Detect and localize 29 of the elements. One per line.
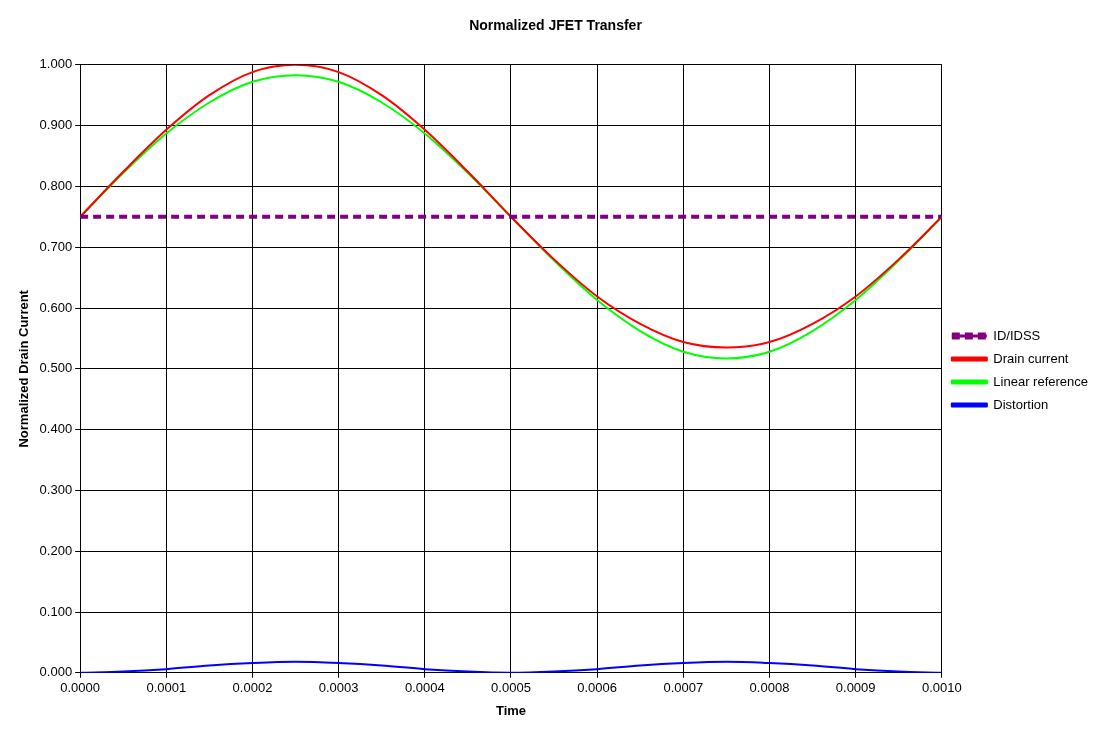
x-tick-label: 0.0003 bbox=[318, 680, 359, 696]
y-tick-label: 0.900 bbox=[39, 117, 73, 133]
chart-title: Normalized JFET Transfer bbox=[469, 17, 643, 34]
y-tick-label: 0.700 bbox=[39, 238, 73, 254]
legend-label: Linear reference bbox=[993, 373, 1088, 389]
x-tick-label: 0.0004 bbox=[404, 680, 445, 696]
y-tick-label: 0.800 bbox=[39, 177, 73, 193]
x-tick-label: 0.0007 bbox=[663, 680, 704, 696]
x-tick-label: 0.0008 bbox=[749, 680, 790, 696]
y-tick-label: 0.300 bbox=[39, 481, 73, 497]
x-tick-label: 0.0005 bbox=[491, 680, 531, 696]
legend-label: ID/IDSS bbox=[993, 327, 1041, 343]
y-axis-title: Normalized Drain Current bbox=[16, 289, 32, 448]
y-tick-label: 0.400 bbox=[39, 421, 73, 437]
x-tick-label: 0.0001 bbox=[146, 680, 187, 696]
x-tick-label: 0.0000 bbox=[60, 680, 101, 696]
y-tick-label: 0.000 bbox=[39, 664, 73, 680]
x-axis-title: Time bbox=[495, 702, 527, 718]
x-tick-label: 0.0010 bbox=[921, 680, 962, 696]
legend-label: Distortion bbox=[993, 396, 1049, 412]
y-tick-label: 1.000 bbox=[39, 56, 73, 72]
x-tick-label: 0.0009 bbox=[835, 680, 876, 696]
y-tick-label: 0.500 bbox=[39, 360, 73, 376]
y-tick-label: 0.200 bbox=[39, 542, 73, 558]
legend-label: Drain current bbox=[993, 350, 1069, 366]
x-tick-label: 0.0006 bbox=[577, 680, 618, 696]
y-tick-label: 0.100 bbox=[39, 603, 73, 619]
y-tick-label: 0.600 bbox=[39, 299, 73, 315]
x-tick-label: 0.0002 bbox=[232, 680, 273, 696]
